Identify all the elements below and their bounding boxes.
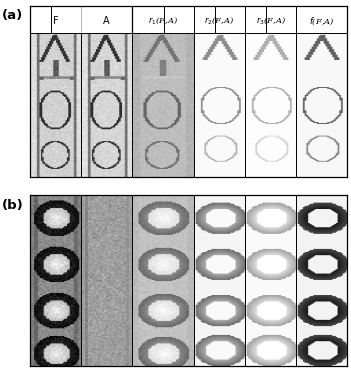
Text: $r_2$(F,A): $r_2$(F,A)	[204, 15, 234, 26]
Text: F: F	[53, 16, 58, 26]
Text: (b): (b)	[2, 199, 24, 212]
Text: $f$(F,A): $f$(F,A)	[309, 15, 335, 26]
Text: $r_3$(F,A): $r_3$(F,A)	[256, 15, 286, 26]
Text: $r_1$(F,A): $r_1$(F,A)	[148, 15, 178, 26]
Text: A: A	[104, 16, 110, 26]
Text: (a): (a)	[2, 9, 23, 22]
